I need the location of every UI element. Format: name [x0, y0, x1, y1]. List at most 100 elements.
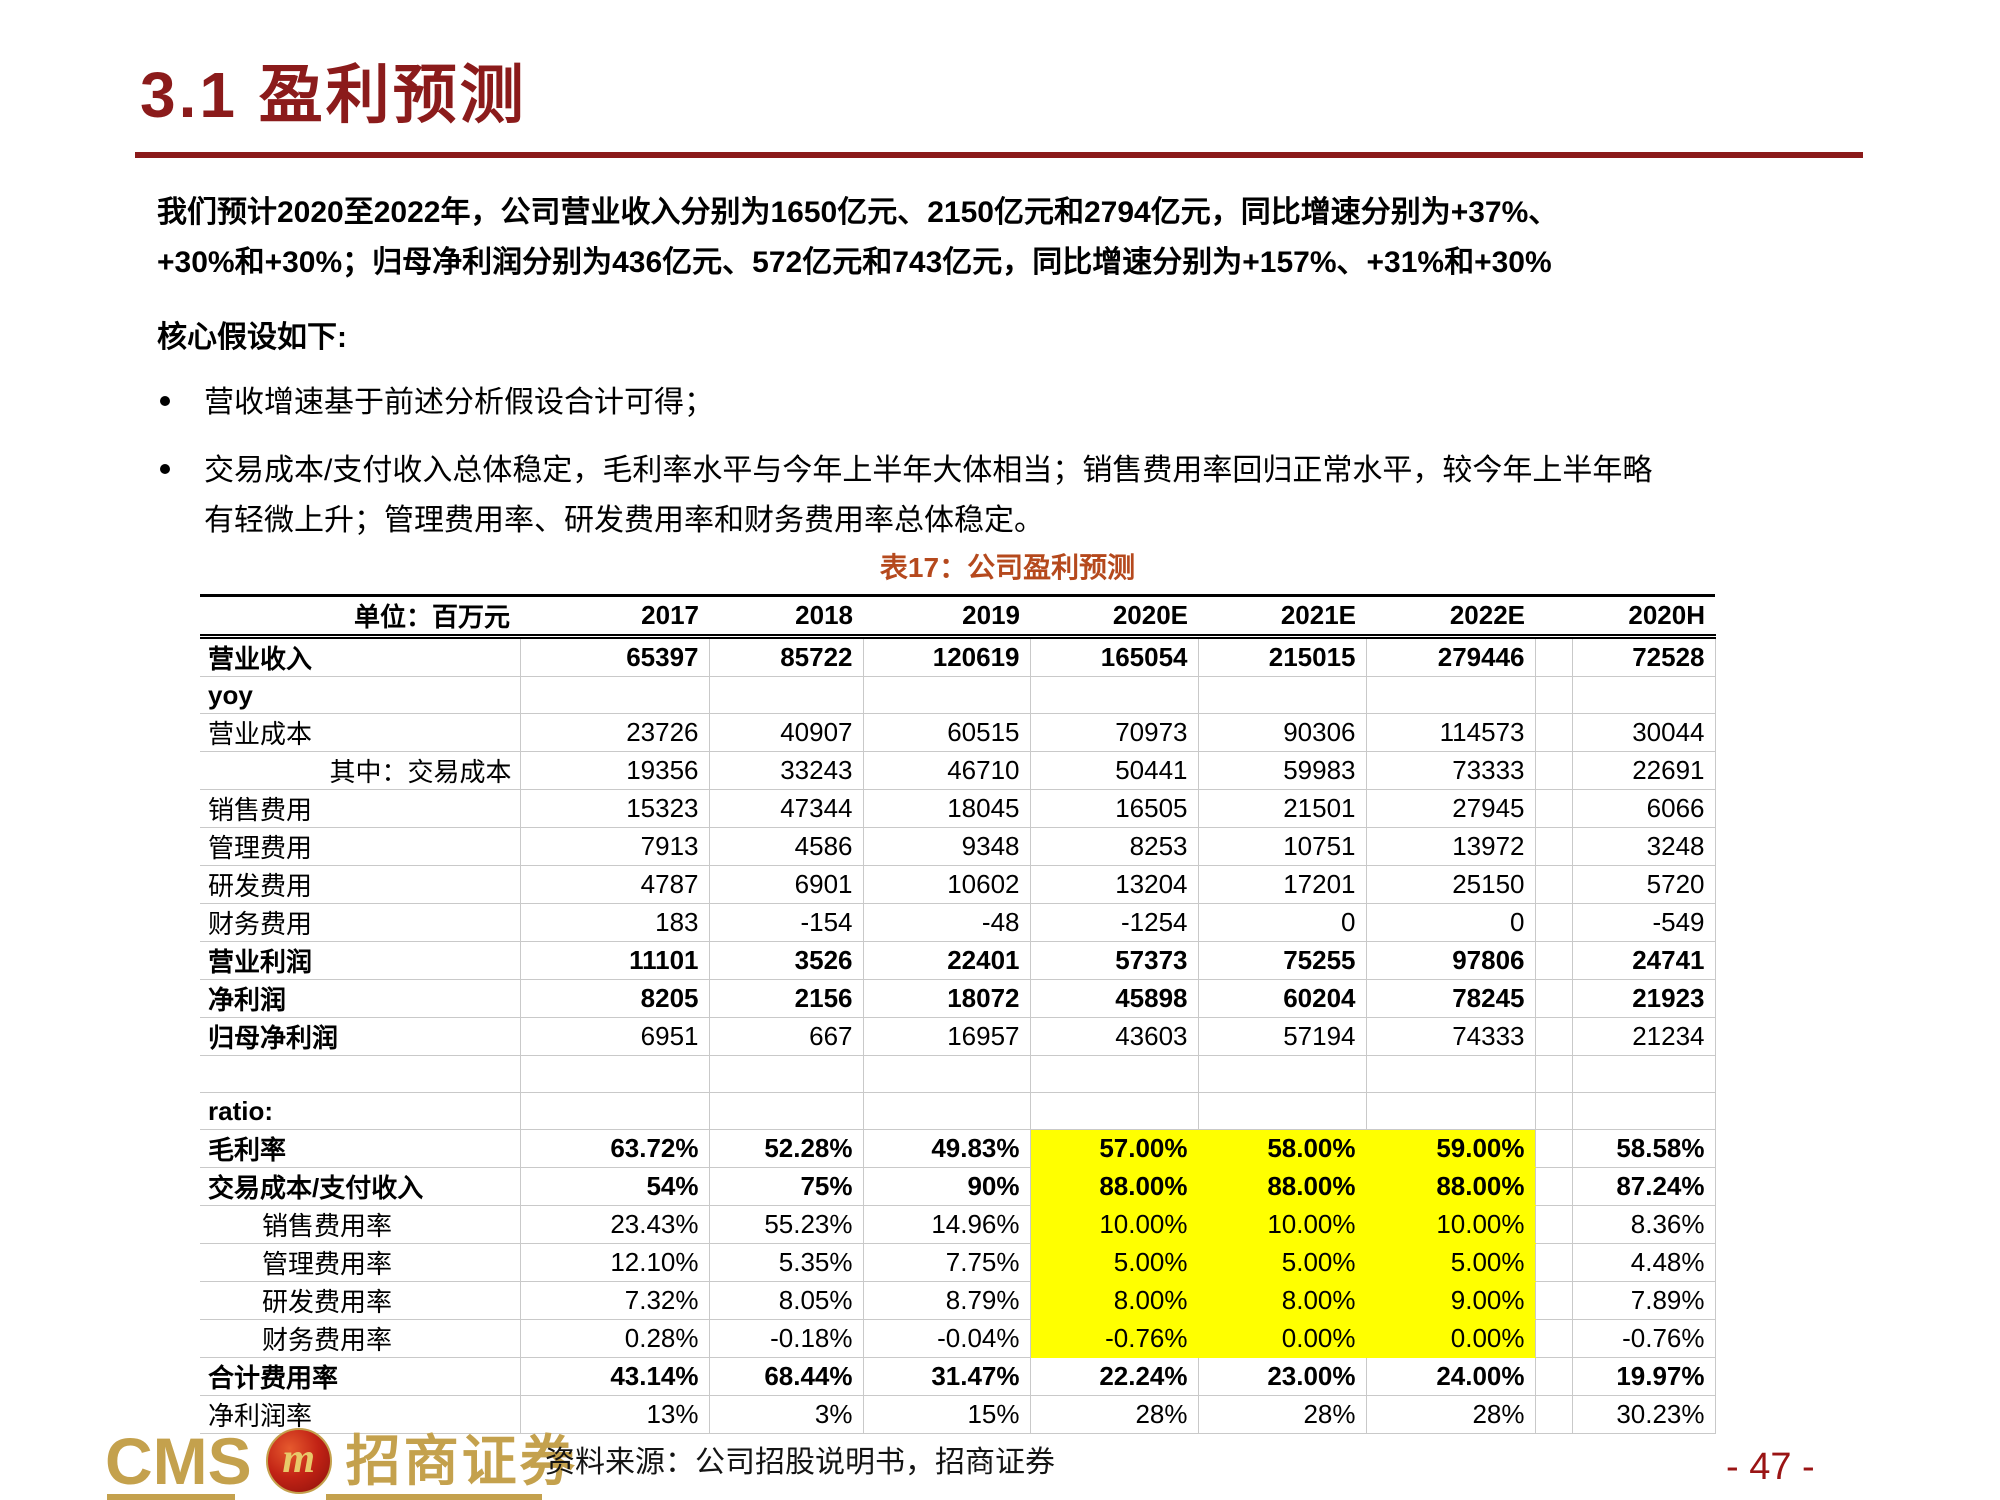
- spacer-cell: [1535, 636, 1573, 677]
- logo-underline-cms: [107, 1494, 235, 1500]
- year-header-cell: 2021E: [1198, 594, 1366, 639]
- page-title: 3.1 盈利预测: [140, 59, 527, 131]
- value-cell: 114573: [1366, 713, 1536, 752]
- value-cell: 22.24%: [1030, 1357, 1199, 1396]
- value-cell: 57194: [1198, 1017, 1367, 1056]
- value-cell: [1366, 676, 1536, 714]
- page-number: - 47 -: [1726, 1446, 1815, 1488]
- row-label-cell: 净利润率: [200, 1395, 521, 1434]
- value-cell: 88.00%: [1030, 1167, 1199, 1206]
- value-cell: 43603: [1030, 1017, 1199, 1056]
- value-cell: 9.00%: [1366, 1281, 1536, 1320]
- value-cell: 15323: [520, 789, 710, 828]
- value-cell: 19.97%: [1572, 1357, 1716, 1396]
- value-cell: 3%: [709, 1395, 864, 1434]
- row-label-cell: 合计费用率: [200, 1357, 521, 1396]
- row-label-cell: 财务费用: [200, 903, 521, 942]
- spacer-cell: [1535, 1319, 1573, 1358]
- cms-logo-text: CMS: [105, 1424, 252, 1498]
- value-cell: 87.24%: [1572, 1167, 1716, 1206]
- value-cell: 0.00%: [1366, 1319, 1536, 1358]
- value-cell: 10.00%: [1366, 1205, 1536, 1244]
- value-cell: 18072: [863, 979, 1031, 1018]
- value-cell: 73333: [1366, 751, 1536, 790]
- row-label-cell: 净利润: [200, 979, 521, 1018]
- value-cell: 28%: [1030, 1395, 1199, 1434]
- value-cell: 74333: [1366, 1017, 1536, 1056]
- spacer-cell: [1535, 676, 1573, 714]
- bullet-item-2: 交易成本/支付收入总体稳定，毛利率水平与今年上半年大体相当；销售费用率回归正常水…: [160, 446, 1652, 546]
- value-cell: 30044: [1572, 713, 1716, 752]
- value-cell: 10602: [863, 865, 1031, 904]
- row-label-cell: 归母净利润: [200, 1017, 521, 1056]
- row-label-cell: [200, 1055, 521, 1093]
- value-cell: [520, 1055, 710, 1093]
- bullet-2-line-2: 有轻微上升；管理费用率、研发费用率和财务费用率总体稳定。: [204, 504, 1044, 537]
- value-cell: 8.00%: [1198, 1281, 1367, 1320]
- year-header-cell: 2022E: [1366, 594, 1535, 639]
- value-cell: 13972: [1366, 827, 1536, 866]
- value-cell: -0.76%: [1030, 1319, 1199, 1358]
- value-cell: [1030, 676, 1199, 714]
- value-cell: 0.28%: [520, 1319, 710, 1358]
- spacer-cell: [1535, 903, 1573, 942]
- table-row: 毛利率 63.72% 52.28% 49.83% 57.00% 58.00% 59.00% 5…: [200, 1129, 1716, 1168]
- value-cell: 22401: [863, 941, 1031, 980]
- value-cell: 120619: [863, 636, 1031, 677]
- bullet-2-text: 交易成本/支付收入总体稳定，毛利率水平与今年上半年大体相当；销售费用率回归正常水…: [204, 446, 1652, 546]
- value-cell: -549: [1572, 903, 1716, 942]
- spacer-cell: [1535, 941, 1573, 980]
- year-header-cell: 2019: [863, 594, 1030, 639]
- value-cell: 21501: [1198, 789, 1367, 828]
- spacer-header-cell: [1535, 594, 1572, 639]
- value-cell: 4.48%: [1572, 1243, 1716, 1282]
- spacer-cell: [1535, 1167, 1573, 1206]
- intro-line-2: +30%和+30%；归母净利润分别为436亿元、572亿元和743亿元，同比增速…: [157, 246, 1552, 279]
- row-label-cell: 销售费用率: [200, 1205, 521, 1244]
- bullet-1-text: 营收增速基于前述分析假设合计可得；: [204, 386, 714, 419]
- value-cell: 5.35%: [709, 1243, 864, 1282]
- row-label-cell: ratio:: [200, 1092, 521, 1130]
- table-row: 营业利润 11101 3526 22401 57373 75255 97806 24741: [200, 941, 1716, 980]
- value-cell: 54%: [520, 1167, 710, 1206]
- value-cell: 8.79%: [863, 1281, 1031, 1320]
- table-row: 交易成本/支付收入 54% 75% 90% 88.00% 88.00% 88.00% 87.2…: [200, 1167, 1716, 1206]
- table-row: 营业成本 23726 40907 60515 70973 90306 114573 30044: [200, 713, 1716, 752]
- value-cell: 30.23%: [1572, 1395, 1716, 1434]
- table-row: 管理费用率 12.10% 5.35% 7.75% 5.00% 5.00% 5.00% 4.48…: [200, 1243, 1716, 1282]
- value-cell: 8253: [1030, 827, 1199, 866]
- spacer-cell: [1535, 751, 1573, 790]
- value-cell: 58.00%: [1198, 1129, 1367, 1168]
- value-cell: [1030, 1055, 1199, 1093]
- value-cell: 52.28%: [709, 1129, 864, 1168]
- value-cell: 43.14%: [520, 1357, 710, 1396]
- table-row: 营业收入 65397 85722 120619 165054 215015 279446 72…: [200, 636, 1716, 677]
- value-cell: 14.96%: [863, 1205, 1031, 1244]
- table-row: 净利润率 13% 3% 15% 28% 28% 28% 30.23%: [200, 1395, 1716, 1434]
- value-cell: 55.23%: [709, 1205, 864, 1244]
- value-cell: 5720: [1572, 865, 1716, 904]
- spacer-cell: [1535, 1017, 1573, 1056]
- value-cell: [1572, 676, 1716, 714]
- logo-underline-brand: [326, 1494, 542, 1500]
- value-cell: 5.00%: [1030, 1243, 1199, 1282]
- value-cell: 60204: [1198, 979, 1367, 1018]
- value-cell: 3526: [709, 941, 864, 980]
- value-cell: 18045: [863, 789, 1031, 828]
- row-label-cell: 营业收入: [200, 636, 521, 677]
- value-cell: 28%: [1198, 1395, 1367, 1434]
- value-cell: 23.00%: [1198, 1357, 1367, 1396]
- table-row: 管理费用 7913 4586 9348 8253 10751 13972 3248: [200, 827, 1716, 866]
- value-cell: [1572, 1092, 1716, 1130]
- bullet-item-1: 营收增速基于前述分析假设合计可得；: [160, 378, 714, 428]
- table-row: ratio:: [200, 1092, 1716, 1130]
- row-label-cell: 财务费用率: [200, 1319, 521, 1358]
- value-cell: 58.58%: [1572, 1129, 1716, 1168]
- value-cell: 13%: [520, 1395, 710, 1434]
- value-cell: 10751: [1198, 827, 1367, 866]
- row-label-cell: 交易成本/支付收入: [200, 1167, 521, 1206]
- value-cell: [1572, 1055, 1716, 1093]
- spacer-cell: [1535, 1357, 1573, 1396]
- value-cell: 85722: [709, 636, 864, 677]
